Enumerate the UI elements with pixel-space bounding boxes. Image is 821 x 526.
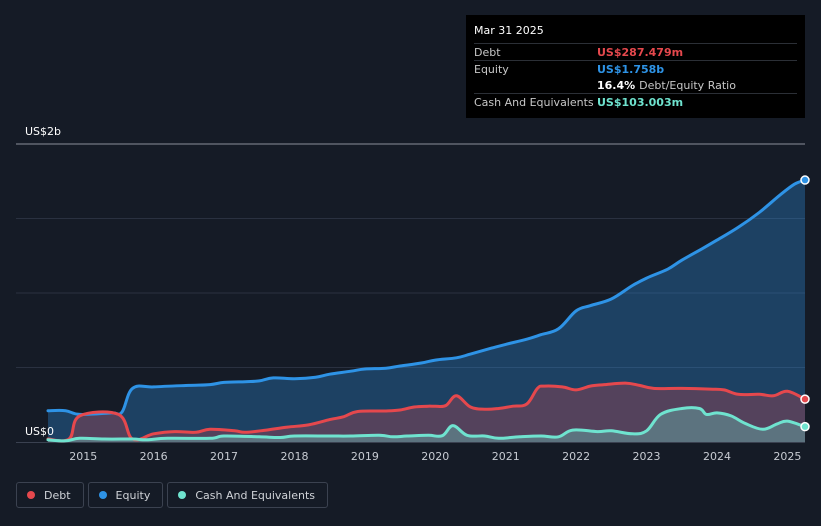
tooltip-debt-value: US$287.479m (597, 45, 684, 59)
tooltip-equity-label: Equity (474, 62, 509, 76)
x-tick-label: 2016 (140, 450, 168, 463)
legend-item-debt[interactable]: Debt (16, 482, 84, 508)
x-tick-label: 2020 (421, 450, 449, 463)
series-areas (48, 180, 805, 442)
x-tick-label: 2018 (280, 450, 308, 463)
tooltip-date: Mar 31 2025 (474, 24, 544, 37)
x-tick-label: 2021 (492, 450, 520, 463)
tooltip-cash-value: US$103.003m (597, 95, 684, 109)
debt-end-marker (800, 394, 810, 404)
series-lines (46, 178, 807, 443)
tooltip-cash-label: Cash And Equivalents (474, 95, 594, 109)
debt-line (46, 381, 807, 443)
equity-line (46, 178, 807, 416)
tooltip-debt-label: Debt (474, 45, 501, 59)
tooltip-ratio-label: Debt/Equity Ratio (639, 78, 736, 92)
x-tick-label: 2023 (633, 450, 661, 463)
tooltip-equity-value: US$1.758b (597, 62, 665, 76)
legend-item-cash[interactable]: Cash And Equivalents (167, 482, 328, 508)
y-axis-bottom-label: US$0 (25, 425, 55, 438)
chart-legend: Debt Equity Cash And Equivalents (16, 482, 332, 508)
cash-end-marker (800, 421, 810, 432)
x-tick-label: 2022 (562, 450, 590, 463)
legend-label-equity: Equity (115, 488, 151, 502)
equity-end-marker (800, 175, 810, 185)
series-end-markers (800, 175, 810, 432)
tooltip-ratio-row: 16.4% Debt/Equity Ratio (474, 77, 797, 93)
cash-area (48, 407, 805, 442)
cash-line (46, 406, 807, 443)
legend-label-cash: Cash And Equivalents (195, 488, 315, 502)
x-tick-label: 2017 (210, 450, 238, 463)
cash-dot-icon (178, 491, 187, 499)
tooltip-ratio-value: 16.4% (597, 78, 636, 92)
x-tick-label: 2025 (773, 450, 801, 463)
x-tick-label: 2024 (703, 450, 731, 463)
legend-item-equity[interactable]: Equity (87, 482, 164, 508)
legend-label-debt: Debt (44, 488, 71, 502)
x-tick-label: 2015 (69, 450, 97, 463)
equity-dot-icon (98, 491, 107, 499)
grid-lines (16, 143, 805, 443)
x-axis-ticks: 2015 2016 2017 2018 2019 2020 2021 2022 2023 2024… (69, 450, 801, 463)
tooltip-cash-row: Cash And Equivalents US$103.003m (474, 93, 797, 110)
tooltip-equity-row: Equity US$1.758b (474, 60, 797, 77)
tooltip-debt-row: Debt US$287.479m (474, 43, 797, 60)
equity-area (48, 180, 805, 442)
x-tick-label: 2019 (351, 450, 379, 463)
debt-area (48, 383, 805, 442)
debt-dot-icon (27, 491, 35, 499)
y-axis-top-label: US$2b (25, 125, 62, 138)
data-tooltip: Mar 31 2025 Debt US$287.479m Equity US$1… (466, 15, 805, 118)
